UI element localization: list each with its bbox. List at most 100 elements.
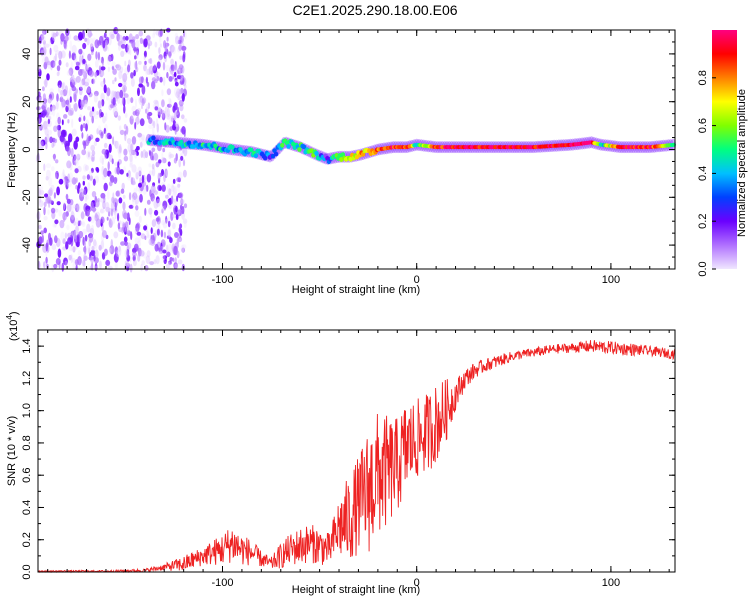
noise-speckle (141, 98, 145, 106)
noise-speckle (41, 234, 44, 243)
noise-speckle (176, 131, 179, 139)
noise-speckle (165, 124, 170, 133)
track-cell (263, 155, 268, 161)
noise-speckle (75, 153, 81, 159)
noise-speckle (117, 115, 121, 121)
noise-speckle (123, 148, 128, 156)
noise-speckle (138, 83, 143, 88)
noise-speckle (108, 97, 111, 106)
noise-speckle (122, 72, 128, 83)
noise-speckle (71, 257, 76, 263)
noise-speckle (67, 119, 70, 124)
noise-speckle (62, 238, 66, 245)
noise-speckle (93, 93, 98, 103)
noise-speckle (59, 134, 65, 142)
noise-speckle (164, 168, 168, 179)
noise-speckle (129, 153, 133, 163)
noise-speckle (172, 213, 177, 219)
noise-speckle (80, 69, 85, 74)
noise-speckle (43, 227, 47, 234)
noise-speckle (100, 92, 105, 102)
noise-speckle (103, 167, 108, 178)
noise-speckle (161, 151, 164, 162)
noise-speckle (97, 51, 100, 61)
noise-speckle (131, 164, 137, 173)
noise-speckle (156, 133, 160, 141)
noise-speckle (60, 33, 65, 42)
noise-speckle (111, 61, 116, 68)
noise-speckle (143, 64, 147, 72)
noise-speckle (164, 110, 169, 117)
noise-speckle (63, 203, 67, 212)
noise-speckle (109, 217, 112, 225)
noise-speckle (182, 218, 188, 224)
noise-speckle (150, 240, 156, 246)
noise-speckle (153, 79, 158, 84)
noise-speckle (173, 71, 177, 78)
noise-speckle (92, 178, 96, 186)
noise-speckle (83, 254, 86, 263)
noise-speckle (87, 216, 92, 222)
y-tick-label: 0.2 (21, 532, 33, 547)
noise-speckle (111, 91, 116, 96)
colorbar-tick-label: 0.8 (697, 70, 709, 85)
snr-x-ticks: -100 0 100 (47, 330, 670, 589)
noise-speckle (43, 163, 46, 171)
noise-speckle (91, 115, 94, 124)
noise-speckle (156, 76, 160, 81)
noise-speckle (122, 194, 126, 199)
noise-speckle (139, 37, 143, 44)
noise-speckle (38, 185, 44, 191)
noise-speckle (154, 209, 159, 216)
noise-speckle (81, 221, 86, 227)
noise-speckle (51, 142, 54, 148)
noise-speckle (181, 247, 186, 253)
noise-speckle (168, 114, 174, 124)
noise-speckle (139, 136, 145, 142)
noise-speckle (147, 102, 150, 109)
noise-speckle (107, 66, 111, 73)
noise-speckle (179, 55, 183, 60)
noise-speckle (69, 96, 72, 103)
noise-speckle (176, 110, 180, 119)
noise-speckle (97, 197, 100, 203)
noise-speckle (144, 265, 149, 272)
noise-speckle (51, 244, 57, 251)
noise-speckle (55, 258, 61, 265)
noise-speckle (59, 96, 64, 103)
noise-speckle (135, 98, 137, 108)
noise-speckle (107, 46, 110, 52)
noise-speckle (55, 173, 58, 179)
noise-speckle (107, 161, 110, 171)
noise-speckle (126, 96, 130, 105)
track-cell (297, 147, 302, 152)
noise-speckle (161, 184, 166, 192)
noise-speckle (103, 248, 108, 256)
spectrogram-noise-region (36, 26, 188, 273)
noise-speckle (174, 110, 177, 121)
noise-speckle (115, 190, 120, 197)
noise-speckle (53, 192, 57, 199)
noise-speckle (46, 73, 50, 81)
noise-speckle (112, 106, 118, 116)
noise-speckle (112, 97, 116, 106)
noise-speckle (40, 35, 46, 43)
noise-speckle (126, 260, 129, 268)
noise-speckle (90, 167, 94, 173)
noise-speckle (166, 187, 169, 197)
noise-speckle (56, 71, 60, 77)
noise-speckle (137, 87, 140, 97)
noise-speckle (47, 209, 50, 215)
noise-speckle (134, 210, 140, 218)
noise-speckle (118, 70, 123, 80)
noise-speckle (174, 122, 179, 128)
noise-speckle (124, 60, 127, 67)
noise-speckle (86, 208, 90, 217)
noise-speckle (82, 68, 86, 77)
spectrogram-x-ticks: -100 0 100 (47, 30, 670, 286)
noise-speckle (82, 58, 86, 64)
noise-speckle (132, 259, 137, 267)
noise-speckle (141, 139, 147, 146)
noise-speckle (164, 106, 168, 115)
noise-speckle (83, 163, 88, 172)
